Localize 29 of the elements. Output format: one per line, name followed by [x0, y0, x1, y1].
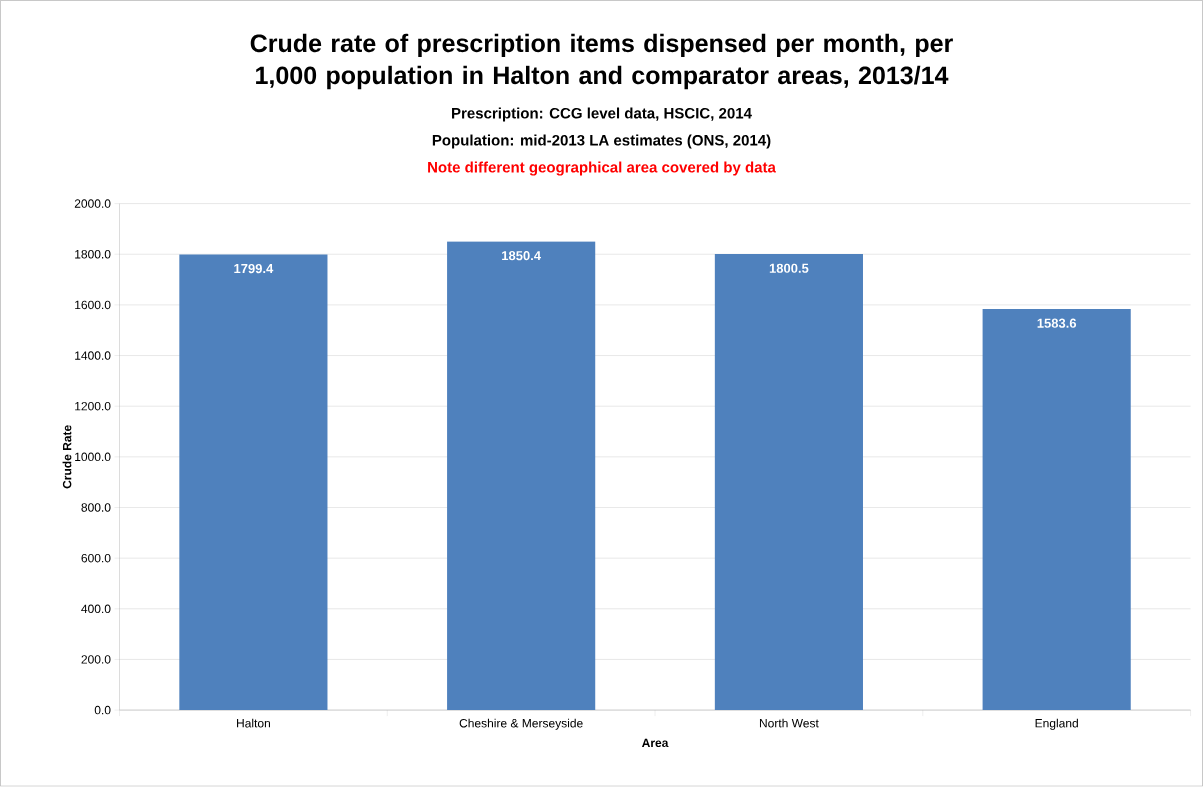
- chart-subtitle: Prescription: CCG level data, HSCIC, 2014: [452, 107, 752, 122]
- y-tick-label: 1800.0: [75, 250, 111, 259]
- x-tick-label: North West: [759, 718, 819, 728]
- y-tick-label: 2000.0: [74, 199, 111, 209]
- data-label: 1583.6: [1037, 318, 1077, 329]
- y-tick-label: 1400.0: [75, 351, 111, 360]
- data-label: 1800.5: [769, 263, 809, 274]
- y-tick-label: 1600.0: [75, 300, 111, 310]
- y-tick-label: 200.0: [81, 655, 111, 664]
- y-axis-title: Crude Rate: [62, 425, 72, 489]
- data-label: 1799.4: [234, 264, 274, 274]
- y-tick-label: 600.0: [81, 554, 111, 563]
- y-tick-label: 1000.0: [75, 452, 111, 462]
- text: Note different geographical area covered by data: [428, 161, 776, 176]
- bar: [179, 254, 328, 711]
- y-tick-label: 0.0: [94, 706, 111, 715]
- y-tick-label: 800.0: [81, 503, 111, 512]
- x-tick-label: England: [1035, 718, 1078, 731]
- data-label: 1850.4: [502, 251, 541, 261]
- y-tick-label: 400.0: [81, 604, 111, 614]
- text: Population: mid-2013 LA estimates (ONS, 2014): [432, 134, 771, 149]
- x-tick-label: Halton: [237, 718, 270, 728]
- bar: [447, 241, 596, 711]
- y-tick-label: 1200.0: [75, 402, 111, 411]
- bar: [714, 254, 863, 711]
- bar: [982, 309, 1131, 711]
- x-axis-title: Area: [641, 738, 669, 748]
- x-tick-label: Cheshire & Merseyside: [459, 718, 583, 731]
- chart-title: Crude rate of prescription items dispensed per month, per 1,000 population in Halton and comparator areas, 2013/14: [250, 33, 953, 90]
